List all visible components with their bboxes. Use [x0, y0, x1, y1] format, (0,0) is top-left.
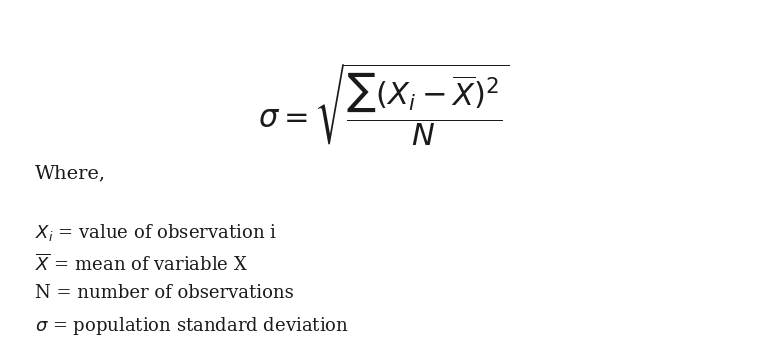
Text: $X_i$ = value of observation i: $X_i$ = value of observation i [35, 222, 276, 244]
Text: N = number of observations: N = number of observations [35, 284, 293, 302]
Text: Where,: Where, [35, 164, 105, 182]
Text: $\overline{X}$ = mean of variable X: $\overline{X}$ = mean of variable X [35, 253, 247, 275]
Text: $\sigma = \sqrt{\dfrac{\sum(X_i - \overline{X})^2}{N}}$: $\sigma = \sqrt{\dfrac{\sum(X_i - \overl… [258, 62, 510, 148]
Text: $\sigma$ = population standard deviation: $\sigma$ = population standard deviation [35, 315, 349, 337]
